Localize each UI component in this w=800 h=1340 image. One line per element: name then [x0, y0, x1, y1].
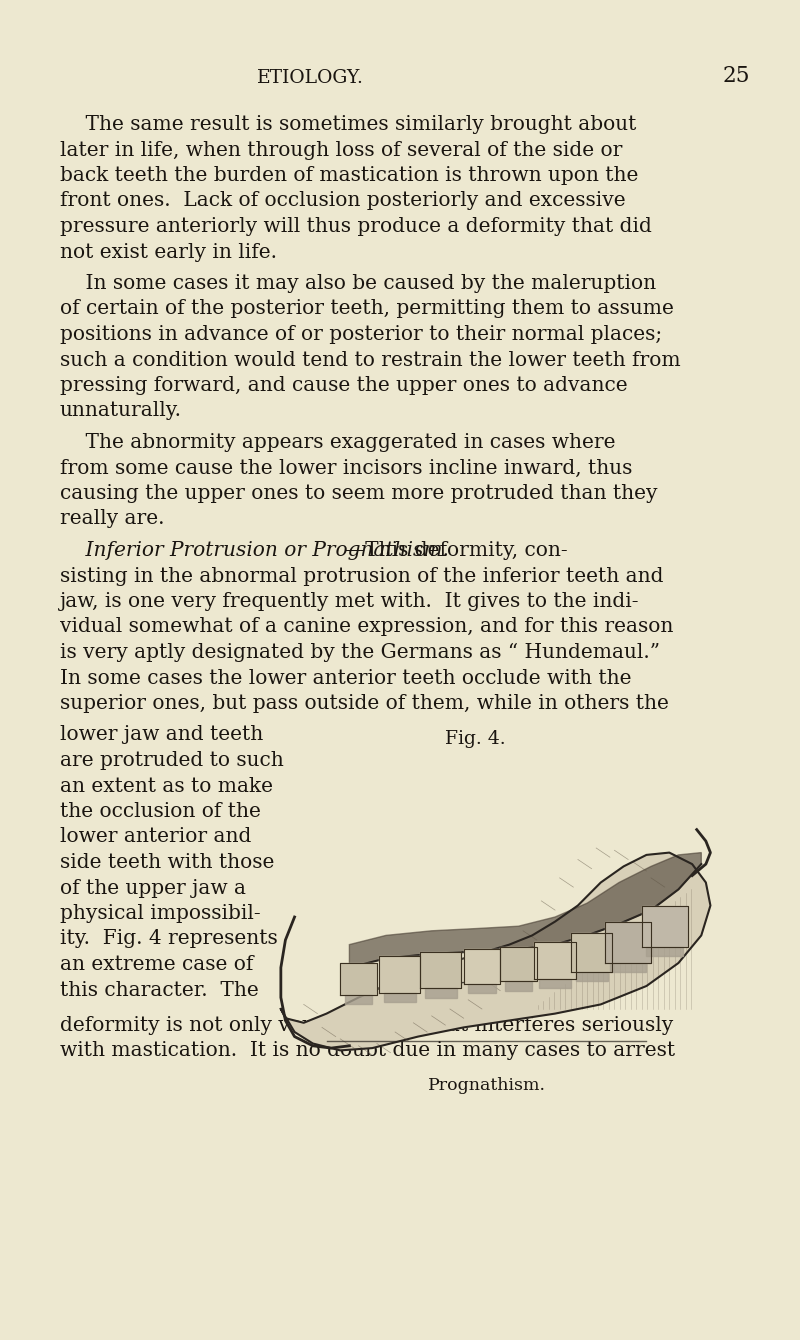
- Text: such a condition would tend to restrain the lower teeth from: such a condition would tend to restrain …: [60, 351, 681, 370]
- Text: really are.: really are.: [60, 509, 165, 528]
- Text: an extreme case of: an extreme case of: [60, 955, 254, 974]
- Text: Inferior Protrusion or Prognathism.: Inferior Protrusion or Prognathism.: [60, 541, 449, 560]
- Text: with mastication.  It is no doubt due in many cases to arrest: with mastication. It is no doubt due in …: [60, 1041, 675, 1060]
- Text: jaw, is one very frequently met with.  It gives to the indi-: jaw, is one very frequently met with. It…: [60, 592, 639, 611]
- Text: front ones.  Lack of occlusion posteriorly and excessive: front ones. Lack of occlusion posteriorl…: [60, 192, 626, 210]
- Text: is very aptly designated by the Germans as “ Hundemaul.”: is very aptly designated by the Germans …: [60, 643, 660, 662]
- Text: pressing forward, and cause the upper ones to advance: pressing forward, and cause the upper on…: [60, 377, 628, 395]
- Text: causing the upper ones to seem more protruded than they: causing the upper ones to seem more prot…: [60, 484, 658, 502]
- Text: of the upper jaw a: of the upper jaw a: [60, 879, 246, 898]
- Text: superior ones, but pass outside of them, while in others the: superior ones, but pass outside of them,…: [60, 694, 669, 713]
- Text: The same result is sometimes similarly brought about: The same result is sometimes similarly b…: [60, 115, 636, 134]
- Text: lower jaw and teeth: lower jaw and teeth: [60, 725, 263, 745]
- Text: The abnormity appears exaggerated in cases where: The abnormity appears exaggerated in cas…: [60, 433, 615, 452]
- Text: In some cases it may also be caused by the maleruption: In some cases it may also be caused by t…: [60, 273, 656, 293]
- Text: of certain of the posterior teeth, permitting them to assume: of certain of the posterior teeth, permi…: [60, 300, 674, 319]
- Text: —This deformity, con-: —This deformity, con-: [345, 541, 567, 560]
- Text: are protruded to such: are protruded to such: [60, 750, 284, 770]
- Text: from some cause the lower incisors incline inward, thus: from some cause the lower incisors incli…: [60, 458, 632, 477]
- Text: ity.  Fig. 4 represents: ity. Fig. 4 represents: [60, 930, 278, 949]
- Text: positions in advance of or posterior to their normal places;: positions in advance of or posterior to …: [60, 326, 662, 344]
- Text: unnaturally.: unnaturally.: [60, 402, 182, 421]
- Text: side teeth with those: side teeth with those: [60, 854, 274, 872]
- Text: lower anterior and: lower anterior and: [60, 828, 251, 847]
- Text: vidual somewhat of a canine expression, and for this reason: vidual somewhat of a canine expression, …: [60, 618, 674, 636]
- Text: ETIOLOGY.: ETIOLOGY.: [257, 68, 363, 87]
- Text: the occlusion of the: the occlusion of the: [60, 803, 261, 821]
- Text: deformity is not only very unsightly, but interferes seriously: deformity is not only very unsightly, bu…: [60, 1016, 674, 1034]
- Text: an extent as to make: an extent as to make: [60, 776, 273, 796]
- Text: back teeth the burden of mastication is thrown upon the: back teeth the burden of mastication is …: [60, 166, 638, 185]
- Text: later in life, when through loss of several of the side or: later in life, when through loss of seve…: [60, 141, 622, 159]
- Text: 25: 25: [722, 66, 750, 87]
- Text: Fig. 4.: Fig. 4.: [445, 729, 506, 748]
- Text: Prognathism.: Prognathism.: [427, 1077, 546, 1093]
- Text: In some cases the lower anterior teeth occlude with the: In some cases the lower anterior teeth o…: [60, 669, 631, 687]
- Text: sisting in the abnormal protrusion of the inferior teeth and: sisting in the abnormal protrusion of th…: [60, 567, 663, 586]
- Text: pressure anteriorly will thus produce a deformity that did: pressure anteriorly will thus produce a …: [60, 217, 652, 236]
- Text: physical impossibil-: physical impossibil-: [60, 905, 261, 923]
- Text: this character.  The: this character. The: [60, 981, 258, 1000]
- Text: not exist early in life.: not exist early in life.: [60, 243, 277, 261]
